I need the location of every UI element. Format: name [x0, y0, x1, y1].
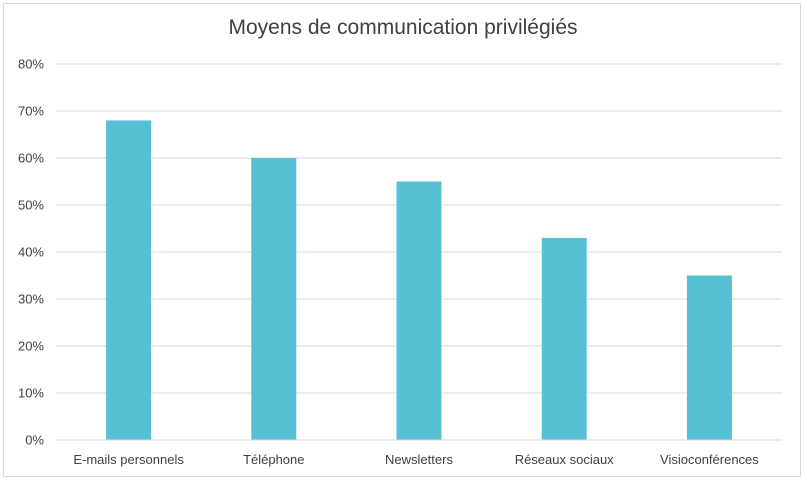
- x-category-label: E-mails personnels: [73, 452, 184, 467]
- x-category-label: Newsletters: [385, 452, 453, 467]
- bars: [106, 120, 732, 441]
- x-axis-labels: E-mails personnels Téléphone Newsletters Ré…: [73, 452, 759, 467]
- chart-title: Moyens de communication privilégiés: [228, 16, 578, 39]
- bar-5: [686, 275, 732, 440]
- y-axis-ticks: 0% 10% 20% 30% 40% 50% 60% 70% 80%: [18, 57, 44, 448]
- y-tick-label: 70%: [18, 104, 44, 119]
- x-category-label: Réseaux sociaux: [515, 452, 614, 467]
- bar-2: [251, 158, 297, 440]
- bar-3: [396, 181, 442, 440]
- y-tick-label: 50%: [18, 198, 44, 213]
- y-tick-label: 40%: [18, 245, 44, 260]
- y-tick-label: 0%: [25, 433, 44, 448]
- bar-1: [106, 120, 152, 441]
- bar-4: [541, 237, 587, 440]
- y-tick-label: 20%: [18, 339, 44, 354]
- y-tick-label: 10%: [18, 386, 44, 401]
- y-tick-label: 60%: [18, 151, 44, 166]
- y-tick-label: 30%: [18, 292, 44, 307]
- x-category-label: Téléphone: [243, 452, 304, 467]
- x-category-label: Visioconférences: [660, 452, 759, 467]
- y-tick-label: 80%: [18, 57, 44, 72]
